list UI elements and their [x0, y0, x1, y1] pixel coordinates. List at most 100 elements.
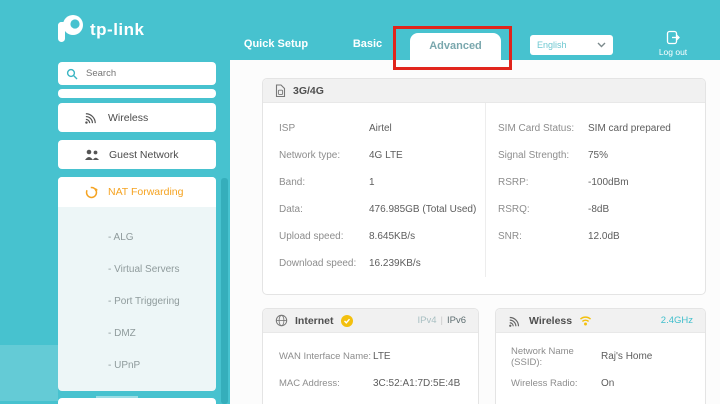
cellular-panel-body: ISP Airtel Network type: 4G LTE Band: 1 …	[263, 103, 705, 277]
panel-title: Internet	[295, 314, 334, 327]
field-label: Signal Strength:	[498, 150, 570, 161]
field-value: 1	[369, 177, 375, 188]
field-label: Network type:	[279, 150, 341, 161]
ipv6-link[interactable]: IPv6	[446, 315, 466, 326]
submenu-item-alg[interactable]: - ALG	[108, 231, 134, 243]
field-value: Airtel	[369, 123, 392, 134]
watermark-overlay	[0, 345, 58, 401]
field-label: SIM Card Status:	[498, 123, 575, 134]
field-value: SIM card prepared	[588, 123, 671, 134]
field-value: 4G LTE	[369, 150, 403, 161]
tplink-logo-icon	[58, 15, 83, 42]
field-row: Data: 476.985GB (Total Used)	[279, 196, 485, 223]
field-label: RSRP:	[498, 177, 529, 188]
wireless-status-panel: Wireless 2.4GHz Network Name (SSID): Raj…	[495, 308, 706, 404]
internet-panel-body: WAN Interface Name: LTE MAC Address: 3C:…	[263, 333, 478, 397]
field-label: SNR:	[498, 231, 522, 242]
sidebar-item-label: Guest Network	[109, 148, 179, 161]
tplink-logo: tp-link	[52, 13, 145, 45]
field-value: 3C:52:A1:7D:5E:4B	[373, 378, 461, 389]
field-label: Network Name (SSID):	[511, 345, 574, 368]
field-label: RSRQ:	[498, 204, 530, 215]
wireless-band-link[interactable]: 2.4GHz	[660, 315, 693, 326]
partial-menu-item-bottom[interactable]	[58, 398, 216, 404]
watermark-overlay-small	[96, 396, 138, 404]
cellular-panel-header: 3G/4G	[263, 79, 705, 103]
submenu-item-upnp[interactable]: - UPnP	[108, 359, 141, 371]
tab-advanced[interactable]: Advanced	[410, 33, 501, 60]
field-value: -100dBm	[588, 177, 629, 188]
language-select[interactable]: English	[530, 35, 613, 55]
wifi-on-badge-icon	[580, 316, 592, 326]
status-ok-badge	[340, 314, 353, 327]
field-value: LTE	[373, 351, 391, 362]
brand-name: tp-link	[90, 20, 145, 39]
sidebar-group-nat-forwarding: NAT Forwarding - ALG - Virtual Servers -…	[58, 177, 216, 391]
language-select-value: English	[537, 40, 567, 50]
sidebar-item-label: Wireless	[108, 111, 149, 124]
field-label: Data:	[279, 204, 303, 215]
ip-separator: |	[440, 315, 443, 326]
field-row: Network Name (SSID): Raj's Home	[511, 343, 705, 370]
field-label: Band:	[279, 177, 306, 188]
field-row: ISP Airtel	[279, 115, 485, 142]
sidebar-item-label: NAT Forwarding	[108, 186, 184, 198]
field-row: Network type: 4G LTE	[279, 142, 485, 169]
logout-icon	[666, 30, 680, 45]
ipv4-link[interactable]: IPv4	[417, 315, 437, 326]
nat-icon	[85, 186, 99, 198]
submenu-item-port-triggering[interactable]: - Port Triggering	[108, 295, 180, 307]
search-icon	[66, 68, 78, 79]
sidebar-item-nat-forwarding[interactable]: NAT Forwarding	[58, 177, 216, 207]
cellular-right-column: SIM Card Status: SIM card prepared Signa…	[486, 103, 705, 277]
wifi-icon	[85, 113, 96, 124]
sidebar-scrollbar[interactable]	[221, 178, 228, 404]
panel-title: 3G/4G	[293, 84, 324, 97]
field-row: Signal Strength: 75%	[498, 142, 705, 169]
field-row: SIM Card Status: SIM card prepared	[498, 115, 705, 142]
app-header: tp-link Quick Setup Basic Advanced Engli…	[0, 0, 720, 70]
field-label: ISP	[279, 123, 296, 134]
sidebar-item-guest-network[interactable]: Guest Network	[58, 140, 216, 169]
search-input[interactable]	[84, 67, 208, 80]
search-box[interactable]	[58, 62, 216, 85]
field-label: Wireless Radio:	[511, 378, 578, 389]
field-row: WAN Interface Name: LTE	[279, 343, 478, 370]
partial-menu-item-top[interactable]	[58, 89, 216, 98]
field-label: MAC Address:	[279, 378, 340, 389]
submenu-item-virtual-servers[interactable]: - Virtual Servers	[108, 263, 180, 275]
submenu-item-dmz[interactable]: - DMZ	[108, 327, 136, 339]
wifi-icon	[509, 316, 520, 327]
chevron-down-icon	[597, 42, 606, 48]
field-value: 476.985GB (Total Used)	[369, 204, 477, 215]
sidebar-item-wireless[interactable]: Wireless	[58, 103, 216, 132]
field-label: Download speed:	[279, 258, 357, 269]
field-value: -8dB	[588, 204, 610, 215]
wireless-panel-body: Network Name (SSID): Raj's Home Wireless…	[496, 333, 705, 397]
field-row: Upload speed: 8.645KB/s	[279, 223, 485, 250]
field-value: On	[601, 378, 615, 389]
field-label: WAN Interface Name:	[279, 351, 372, 362]
field-row: RSRQ: -8dB	[498, 196, 705, 223]
field-value: 16.239KB/s	[369, 258, 421, 269]
tab-basic[interactable]: Basic	[352, 38, 383, 50]
internet-status-panel: Internet IPv4 | IPv6 WAN Interface Name:…	[262, 308, 479, 404]
tab-quick-setup[interactable]: Quick Setup	[243, 38, 309, 50]
cellular-left-column: ISP Airtel Network type: 4G LTE Band: 1 …	[263, 103, 486, 277]
content-area: 3G/4G ISP Airtel Network type: 4G LTE Ba…	[230, 60, 720, 404]
field-row: RSRP: -100dBm	[498, 169, 705, 196]
field-row: Download speed: 16.239KB/s	[279, 250, 485, 277]
logout-label: Log out	[658, 47, 688, 57]
field-row: Band: 1	[279, 169, 485, 196]
logout-button[interactable]: Log out	[650, 30, 696, 57]
sidebar: Wireless Guest Network NAT Forwarding - …	[0, 60, 230, 404]
field-row: SNR: 12.0dB	[498, 223, 705, 250]
field-label: Upload speed:	[279, 231, 344, 242]
field-value: 8.645KB/s	[369, 231, 416, 242]
ip-version-toggle: IPv4 | IPv6	[418, 315, 467, 326]
people-icon	[85, 149, 99, 160]
field-value: 12.0dB	[588, 231, 620, 242]
field-value: 75%	[588, 150, 609, 161]
wireless-panel-header: Wireless 2.4GHz	[496, 309, 705, 333]
